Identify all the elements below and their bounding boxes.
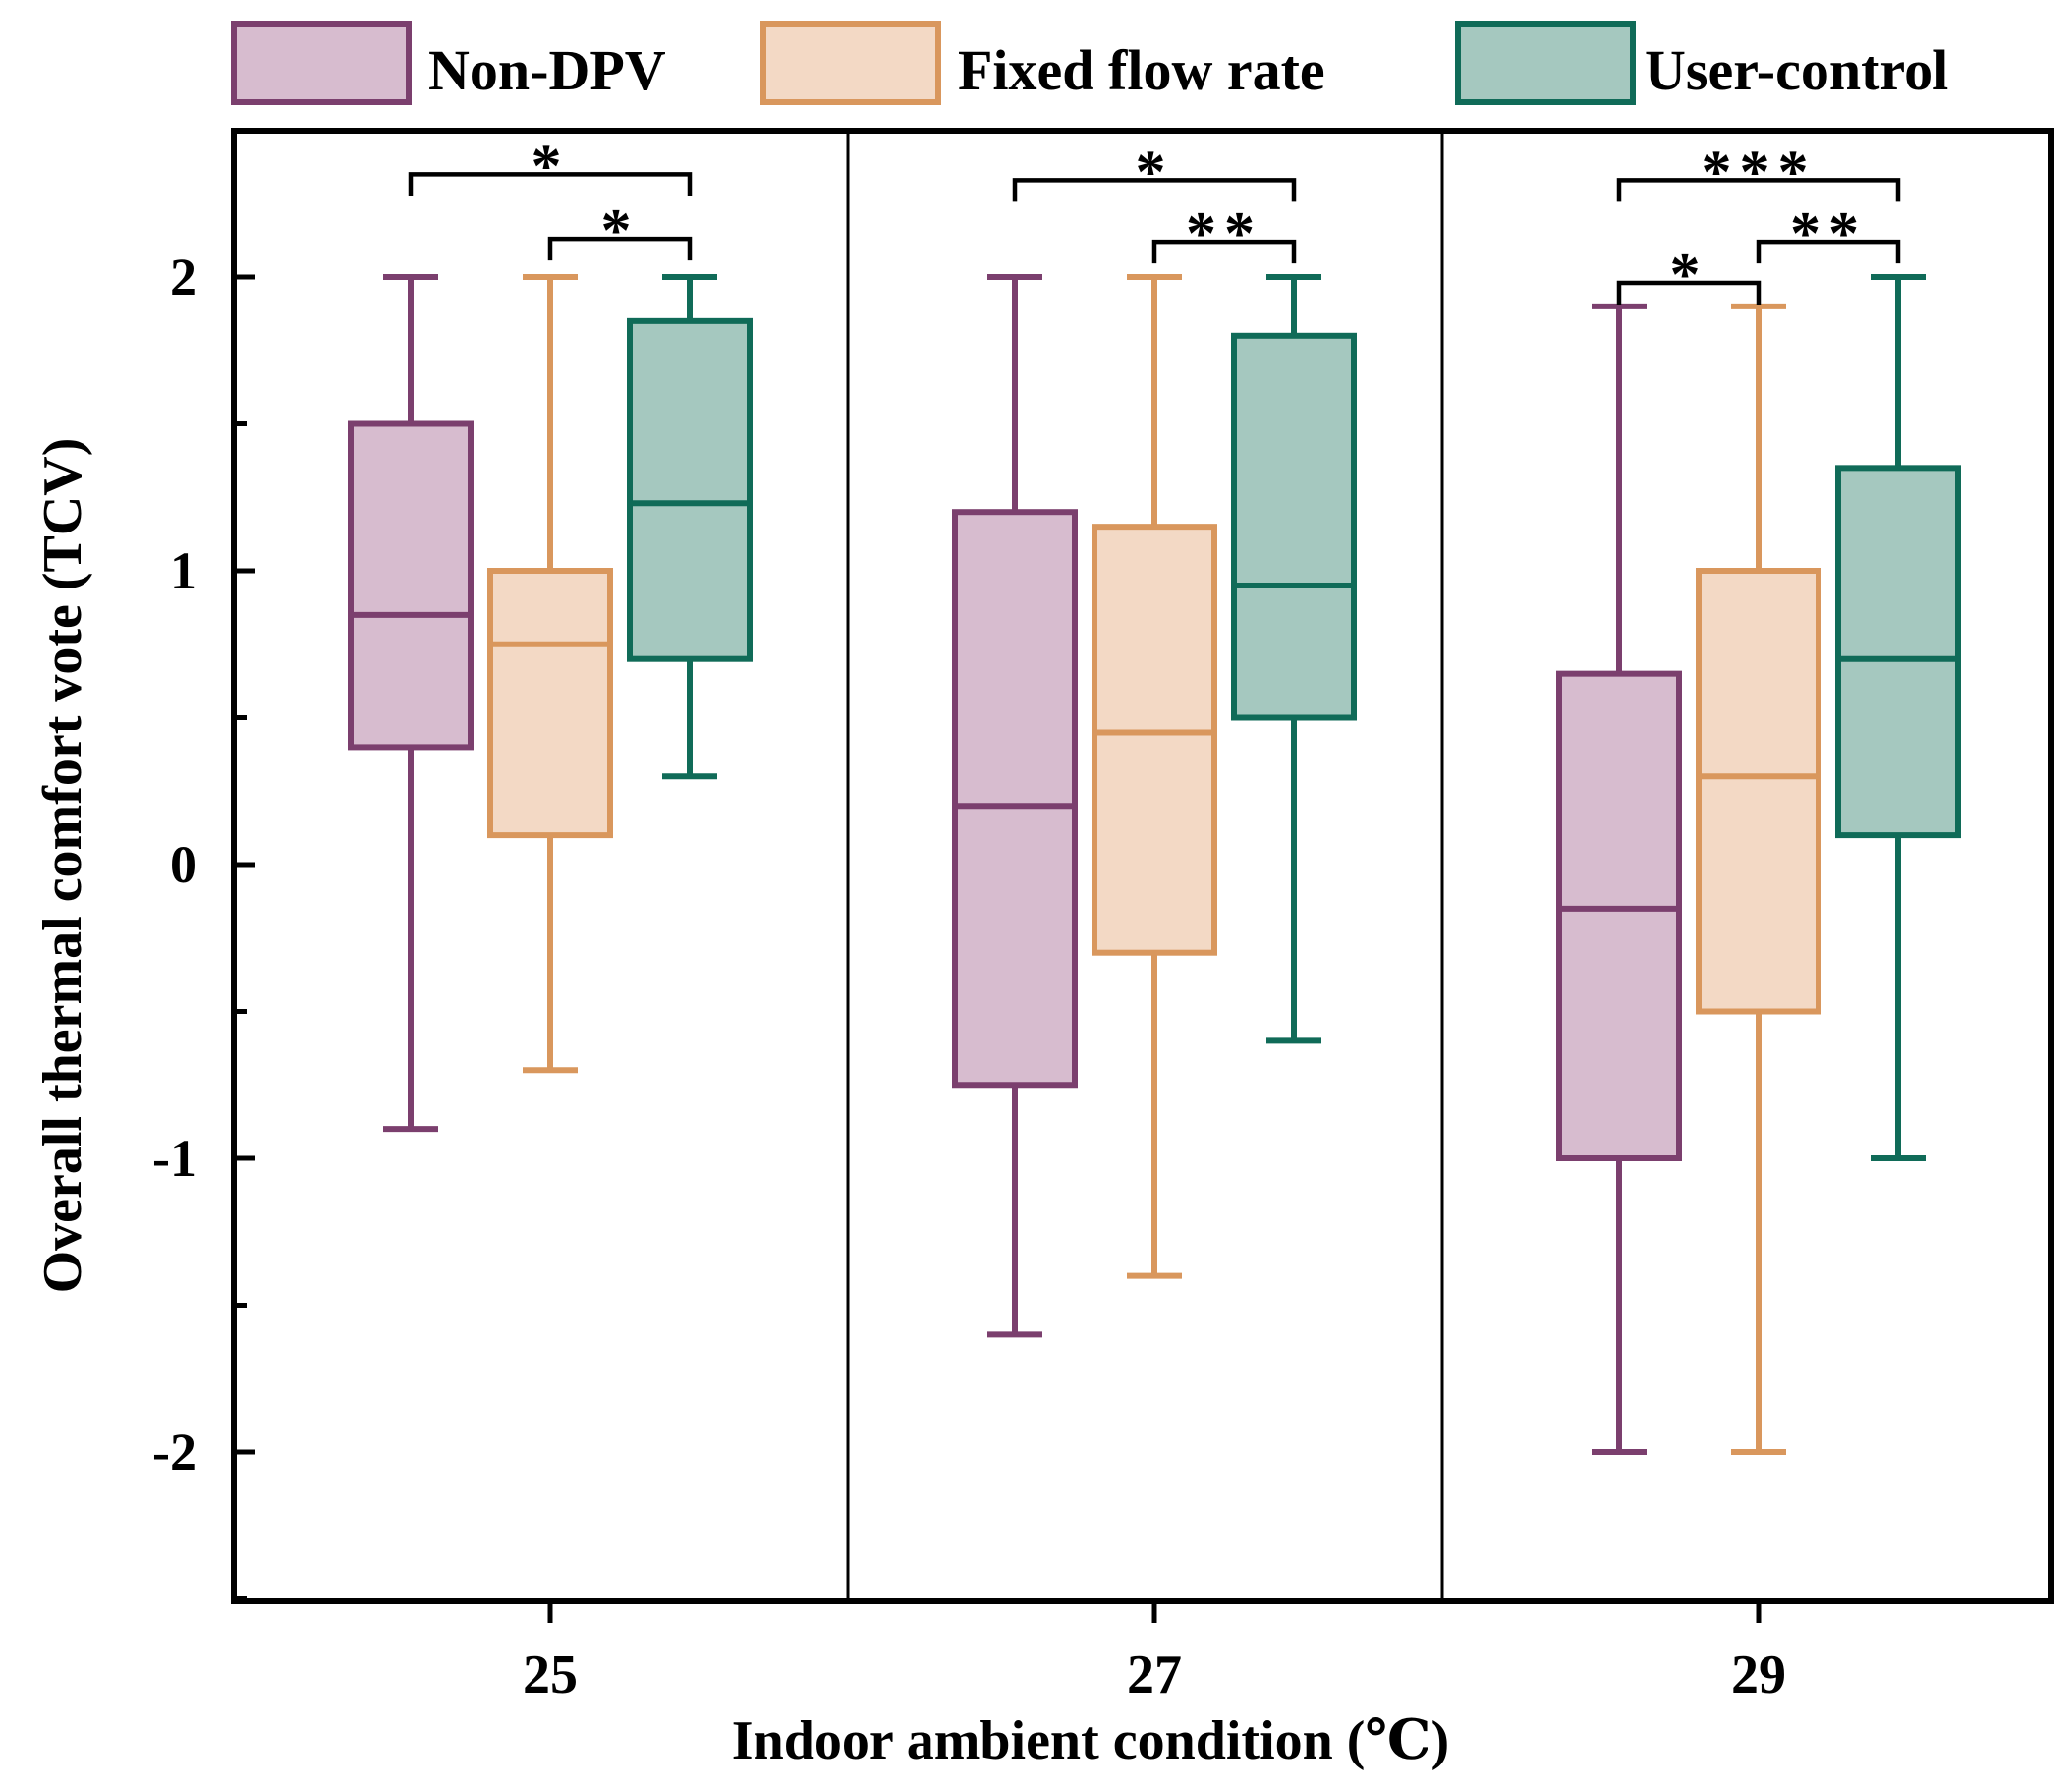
- legend-swatch: [760, 21, 941, 105]
- significance-bracket: **: [1151, 200, 1297, 267]
- significance-label: *: [532, 133, 570, 199]
- bracket-line: [1756, 239, 1901, 264]
- box-non-dpv-29: [1556, 303, 1682, 1455]
- significance-bracket: ***: [1616, 139, 1901, 205]
- bracket-line: [1151, 239, 1297, 264]
- box-iqr: [1696, 568, 1821, 1015]
- box-fixed-flow-rate-25: [487, 274, 613, 1074]
- significance-label: *: [601, 197, 640, 264]
- significance-bracket: **: [1756, 200, 1901, 267]
- legend-item-fixed-flow-rate: Fixed flow rate: [760, 21, 1325, 105]
- significance-label: **: [1790, 200, 1867, 267]
- legend-swatch: [1455, 21, 1636, 105]
- significance-label: *: [1136, 139, 1174, 205]
- legend-label: User-control: [1645, 38, 1948, 102]
- significance-bracket: *: [1616, 242, 1762, 308]
- legend-item-non-dpv: Non-DPV: [231, 21, 666, 105]
- x-tick-label: 29: [1731, 1645, 1786, 1706]
- bracket-line: [1616, 178, 1901, 202]
- x-tick-label: 27: [1127, 1645, 1182, 1706]
- significance-bracket: *: [547, 197, 693, 264]
- group-dividers: [846, 131, 1444, 1601]
- legend-label: Fixed flow rate: [958, 38, 1325, 102]
- y-tick-label: -1: [152, 1129, 196, 1188]
- box-iqr: [627, 317, 753, 662]
- box-non-dpv-25: [348, 274, 474, 1133]
- x-axis: 25 27 29: [523, 1601, 1786, 1706]
- box-iqr: [487, 568, 613, 839]
- box-iqr: [348, 420, 474, 751]
- box-user-control-27: [1231, 274, 1357, 1044]
- legend-label: Non-DPV: [428, 38, 666, 102]
- significance-bracket: *: [408, 133, 693, 199]
- y-tick-label: 2: [170, 248, 196, 307]
- bracket-line: [1616, 280, 1762, 305]
- significance-label: **: [1186, 200, 1262, 267]
- bracket-line: [547, 236, 693, 261]
- significance-label: *: [1670, 242, 1708, 308]
- box-iqr: [952, 509, 1078, 1089]
- box-iqr: [1835, 465, 1961, 839]
- legend-item-user-control: User-control: [1455, 21, 1948, 105]
- y-axis-label: Overall thermal comfort vote (TCV): [32, 438, 93, 1294]
- box-iqr: [1092, 524, 1217, 956]
- y-axis: -2 -1 0 1 2: [152, 128, 255, 1601]
- y-tick-label: -2: [152, 1423, 196, 1482]
- x-axis-label: Indoor ambient condition (℃): [732, 1710, 1449, 1771]
- y-tick-label: 0: [170, 835, 196, 894]
- box-plots: [348, 274, 1961, 1455]
- box-fixed-flow-rate-29: [1696, 303, 1821, 1455]
- x-tick-label: 25: [523, 1645, 578, 1706]
- significance-brackets: ***********: [408, 133, 1901, 308]
- box-user-control-25: [627, 274, 753, 780]
- box-iqr: [1556, 670, 1682, 1162]
- significance-bracket: *: [1012, 139, 1297, 205]
- box-fixed-flow-rate-27: [1092, 274, 1217, 1279]
- y-tick-label: 1: [170, 541, 196, 600]
- significance-label: ***: [1702, 139, 1817, 205]
- legend: Non-DPV Fixed flow rate User-control: [231, 21, 1948, 105]
- bracket-line: [1012, 178, 1297, 202]
- legend-swatch: [231, 21, 412, 105]
- bracket-line: [408, 172, 693, 196]
- box-user-control-29: [1835, 274, 1961, 1161]
- box-iqr: [1231, 332, 1357, 721]
- box-non-dpv-27: [952, 274, 1078, 1338]
